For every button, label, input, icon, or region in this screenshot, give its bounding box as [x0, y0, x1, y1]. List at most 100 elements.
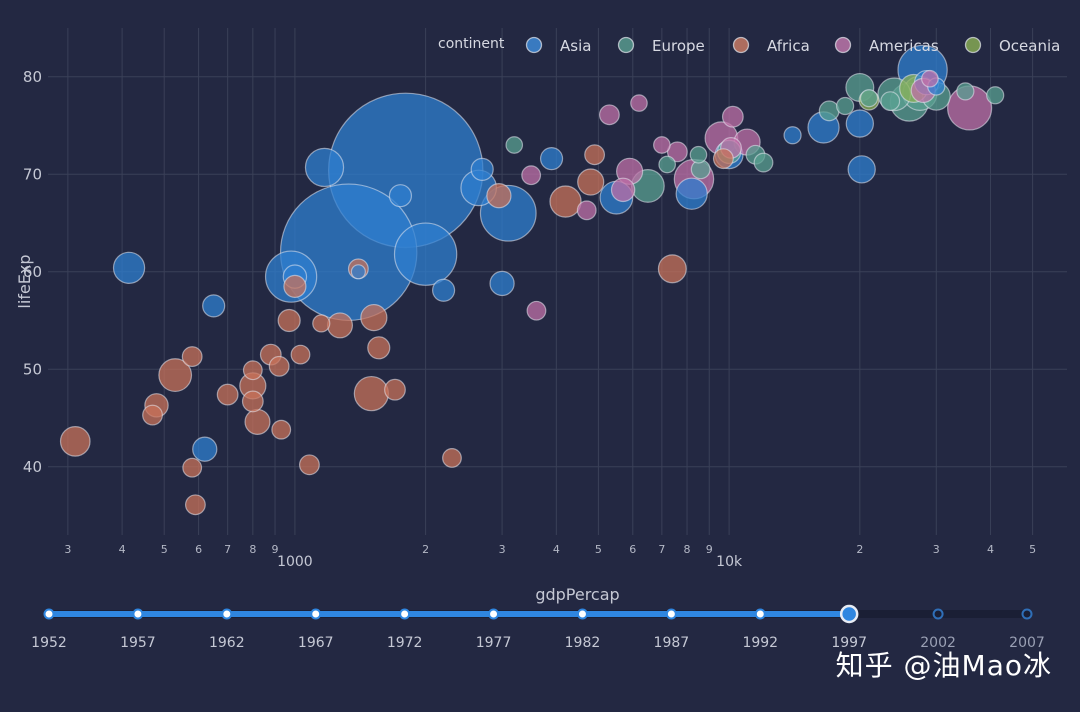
slider-year-label[interactable]: 1997	[831, 635, 867, 651]
slider-year-label[interactable]: 1992	[742, 635, 778, 651]
slider-step-1962[interactable]	[221, 608, 233, 620]
point-europe[interactable]	[986, 86, 1005, 105]
point-africa[interactable]	[290, 344, 311, 365]
point-africa[interactable]	[657, 254, 687, 284]
point-asia[interactable]	[202, 294, 226, 318]
point-europe[interactable]	[956, 82, 975, 101]
slider-year-label[interactable]: 1952	[31, 635, 67, 651]
point-africa[interactable]	[442, 448, 462, 468]
slider-handle[interactable]	[839, 604, 859, 624]
slider-year-label[interactable]: 1967	[298, 635, 334, 651]
legend-marker	[525, 36, 543, 54]
point-asia[interactable]	[847, 155, 876, 184]
point-africa[interactable]	[549, 185, 582, 218]
slider-step-1982[interactable]	[576, 608, 588, 620]
x-minor-tick-label: 4	[119, 543, 126, 556]
point-asia[interactable]	[304, 147, 345, 188]
legend-item-americas[interactable]: Americas	[834, 36, 939, 55]
point-africa[interactable]	[268, 355, 290, 377]
slider-step-1957[interactable]	[132, 608, 144, 620]
point-americas[interactable]	[521, 165, 542, 186]
point-africa[interactable]	[353, 375, 390, 412]
point-asia[interactable]	[388, 184, 413, 208]
grid	[48, 28, 1067, 535]
point-africa[interactable]	[242, 360, 263, 381]
point-africa[interactable]	[283, 274, 307, 298]
point-americas[interactable]	[526, 300, 547, 321]
x-minor-tick-label: 4	[987, 543, 994, 556]
point-africa[interactable]	[59, 426, 91, 457]
point-africa[interactable]	[486, 183, 512, 209]
point-africa[interactable]	[142, 404, 163, 426]
slider-year-label[interactable]: 2002	[920, 635, 956, 651]
slider-year-label[interactable]: 1972	[387, 635, 423, 651]
point-asia[interactable]	[783, 126, 802, 145]
point-africa[interactable]	[384, 378, 406, 401]
slider-year-label[interactable]: 2007	[1009, 635, 1045, 651]
point-asia[interactable]	[431, 278, 456, 302]
slider-step-1987[interactable]	[665, 608, 677, 620]
slider-step-1977[interactable]	[488, 608, 500, 620]
point-africa[interactable]	[367, 336, 391, 360]
point-americas[interactable]	[666, 141, 688, 163]
legend-item-oceania[interactable]: Oceania	[964, 36, 1061, 55]
point-americas[interactable]	[721, 105, 744, 128]
slider-step-1992[interactable]	[754, 608, 766, 620]
legend-item-europe[interactable]: Europe	[617, 36, 705, 55]
year-slider[interactable]: 1952 1957 1962 1967 1972 1977 1982 1987 1992 1997…	[31, 604, 1045, 651]
point-asia[interactable]	[192, 436, 218, 462]
point-africa[interactable]	[577, 168, 605, 196]
slider-year-label[interactable]: 1987	[654, 635, 690, 651]
point-africa[interactable]	[271, 419, 292, 440]
point-asia[interactable]	[393, 222, 458, 286]
point-africa[interactable]	[712, 148, 734, 170]
slider-year-label[interactable]: 1962	[209, 635, 245, 651]
point-americas[interactable]	[576, 200, 597, 221]
point-americas[interactable]	[598, 104, 620, 126]
point-americas[interactable]	[921, 69, 939, 88]
slider-step-1952[interactable]	[43, 608, 55, 620]
point-asia[interactable]	[470, 157, 494, 181]
x-minor-tick-label: 2	[422, 543, 429, 556]
point-americas[interactable]	[653, 136, 671, 154]
point-asia[interactable]	[350, 264, 366, 280]
slider-step-2002[interactable]	[932, 608, 944, 620]
point-europe[interactable]	[753, 152, 774, 173]
point-europe[interactable]	[658, 155, 677, 174]
point-asia[interactable]	[112, 251, 146, 285]
point-europe[interactable]	[505, 136, 524, 154]
point-africa[interactable]	[241, 390, 264, 413]
point-asia[interactable]	[845, 109, 874, 138]
point-africa[interactable]	[181, 346, 203, 368]
slider-step-2007[interactable]	[1021, 608, 1033, 620]
point-africa[interactable]	[360, 303, 388, 332]
point-africa[interactable]	[184, 494, 206, 516]
point-africa[interactable]	[244, 408, 271, 435]
slider-step-1967[interactable]	[310, 608, 322, 620]
legend-item-asia[interactable]: Asia	[525, 36, 592, 55]
point-africa[interactable]	[584, 144, 606, 166]
point-africa[interactable]	[158, 358, 193, 393]
slider-step-1972[interactable]	[399, 608, 411, 620]
point-asia[interactable]	[675, 177, 708, 210]
point-europe[interactable]	[880, 91, 901, 112]
point-europe[interactable]	[818, 100, 840, 122]
slider-year-label[interactable]: 1977	[476, 635, 512, 651]
point-americas[interactable]	[630, 94, 648, 112]
point-africa[interactable]	[326, 312, 354, 339]
point-africa[interactable]	[277, 308, 301, 333]
slider-year-label[interactable]: 1982	[565, 635, 601, 651]
point-europe[interactable]	[689, 145, 708, 164]
point-africa[interactable]	[182, 457, 203, 478]
x-minor-tick-label: 7	[224, 543, 231, 556]
point-asia[interactable]	[489, 270, 515, 297]
point-europe[interactable]	[859, 89, 879, 108]
point-americas[interactable]	[610, 177, 636, 203]
legend-item-africa[interactable]: Africa	[732, 36, 810, 55]
point-africa[interactable]	[312, 314, 331, 333]
slider-year-label[interactable]: 1957	[120, 635, 156, 651]
point-africa[interactable]	[298, 454, 320, 476]
point-europe[interactable]	[836, 96, 855, 116]
point-asia[interactable]	[539, 147, 564, 171]
point-africa[interactable]	[216, 383, 239, 406]
